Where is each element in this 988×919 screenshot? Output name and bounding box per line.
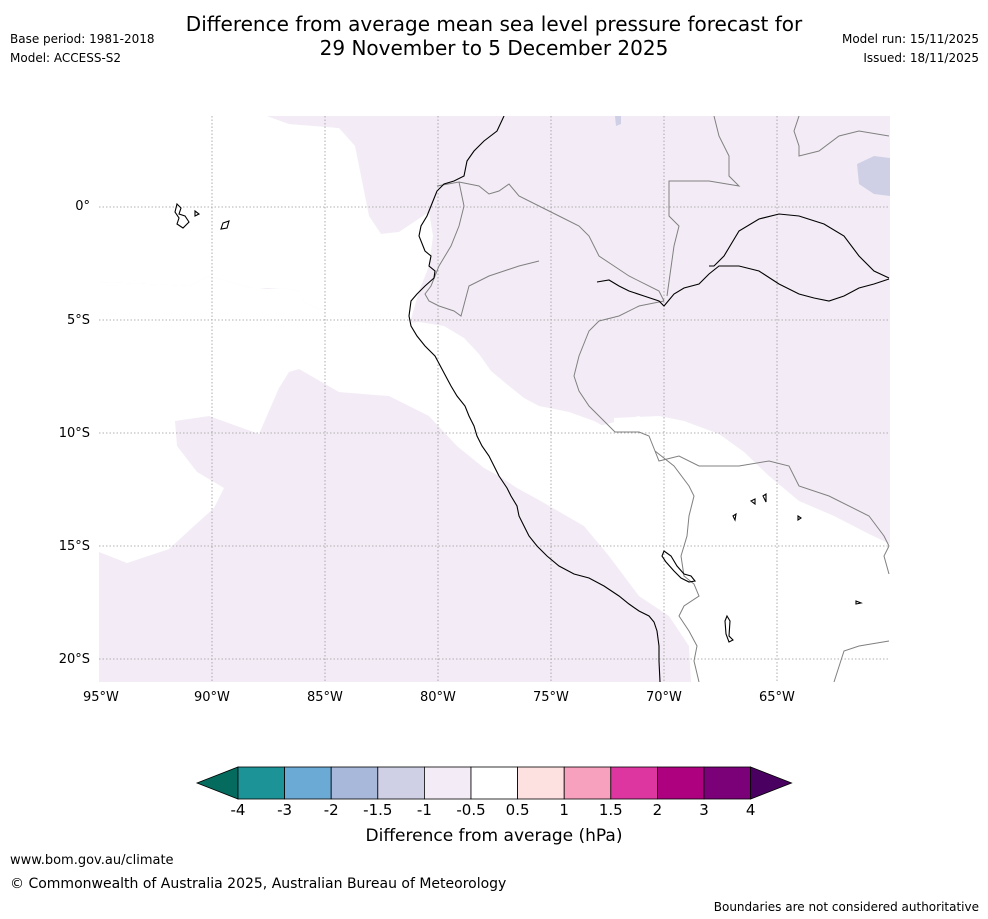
colorbar-title: Difference from average (hPa) [365, 826, 623, 846]
border-peru-bolivia [654, 450, 700, 682]
colorbar-cell [377, 766, 425, 800]
colorbar-tick-label: -1.5 [363, 801, 393, 819]
colorbar-cell [423, 766, 472, 800]
galapagos-santa-cruz [194, 209, 201, 217]
colorbar-tick-label: -0.5 [456, 801, 486, 819]
shaded-region-southwest-ocean [99, 369, 691, 682]
colorbar-cell [284, 766, 332, 800]
lon-label-90w: 90°W [194, 690, 230, 705]
colorbar-cell [330, 766, 379, 800]
colorbar-extend-low [195, 766, 239, 800]
river-amazon [596, 265, 890, 307]
darker-region-north [615, 116, 621, 126]
lon-label-75w: 75°W [533, 690, 569, 705]
colorbar-tick-label: -1 [416, 801, 432, 819]
lake-poopo [724, 614, 734, 643]
lon-label-95w: 95°W [83, 690, 119, 705]
colorbar-cell [703, 766, 751, 800]
pressure-anomaly-map [99, 116, 890, 682]
colorbar-tick-label: 1 [559, 801, 569, 819]
galapagos-san-cristobal [220, 220, 230, 230]
lon-label-65w: 65°W [759, 690, 795, 705]
graticule [99, 116, 890, 682]
lon-label-80w: 80°W [420, 690, 456, 705]
border-colombia-ecuador-peru [436, 181, 665, 302]
unshaded-region-south-central [559, 416, 890, 682]
border-bolivia-brazil [883, 545, 890, 575]
title-line-2: 29 November to 5 December 2025 [319, 36, 669, 60]
border-ecuador-peru [424, 181, 540, 317]
border-bolivia-paraguay [833, 640, 890, 682]
colorbar-cell [470, 766, 518, 800]
colorbar-cell [563, 766, 612, 800]
border-brazil-peru [573, 300, 890, 547]
colorbar-tick-label: 2 [652, 801, 663, 819]
model-label: Model: ACCESS-S2 [10, 51, 122, 65]
galapagos-isabela [174, 202, 190, 229]
unshaded-region-northwest-ocean [99, 116, 433, 328]
colorbar [195, 766, 793, 800]
country-borders [424, 116, 890, 682]
colorbar-extend-high [750, 766, 793, 800]
border-colombia-venezuela [666, 116, 741, 297]
base-period-label: Base period: 1981-2018 [10, 32, 155, 46]
border-venezuela-brazil [793, 116, 890, 157]
shaded-region-west-ocean [267, 116, 359, 136]
coastlines [174, 116, 890, 682]
lon-label-70w: 70°W [646, 690, 682, 705]
colorbar-cell [517, 766, 565, 800]
footer-disclaimer: Boundaries are not considered authoritat… [713, 900, 979, 914]
title-line-1: Difference from average mean sea level p… [185, 12, 803, 36]
colorbar-tick-label: 4 [745, 801, 756, 819]
colorbar-tick-label: -2 [323, 801, 339, 819]
lat-label-5s: 5°S [66, 313, 90, 328]
page-title: Difference from average mean sea level p… [0, 12, 988, 60]
darker-region-northeast [857, 156, 890, 196]
river-negro [709, 213, 890, 279]
colorbar-tick-label: 3 [699, 801, 709, 819]
colorbar-tick-label: 0.5 [505, 801, 530, 819]
footer-copyright: © Commonwealth of Australia 2025, Austra… [10, 876, 507, 892]
footer-url: www.bom.gov.au/climate [10, 853, 174, 868]
lon-label-85w: 85°W [307, 690, 343, 705]
lat-label-10s: 10°S [58, 426, 90, 441]
lake-titicaca [661, 550, 697, 583]
lat-label-15s: 15°S [58, 539, 90, 554]
coastline-pacific [408, 116, 661, 682]
colorbar-cell [656, 766, 705, 800]
colorbar-tick-label: -4 [230, 801, 246, 819]
model-run-label: Model run: 15/11/2025 [841, 32, 979, 46]
lat-label-20s: 20°S [58, 652, 90, 667]
issued-label: Issued: 18/11/2025 [863, 51, 979, 65]
lat-label-0: 0° [75, 199, 90, 214]
colorbar-tick-label: -3 [277, 801, 293, 819]
colorbar-tick-label: 1.5 [598, 801, 623, 819]
lakes-east-bolivia [732, 492, 863, 605]
colorbar-cell [237, 766, 285, 800]
colorbar-cell [610, 766, 658, 800]
